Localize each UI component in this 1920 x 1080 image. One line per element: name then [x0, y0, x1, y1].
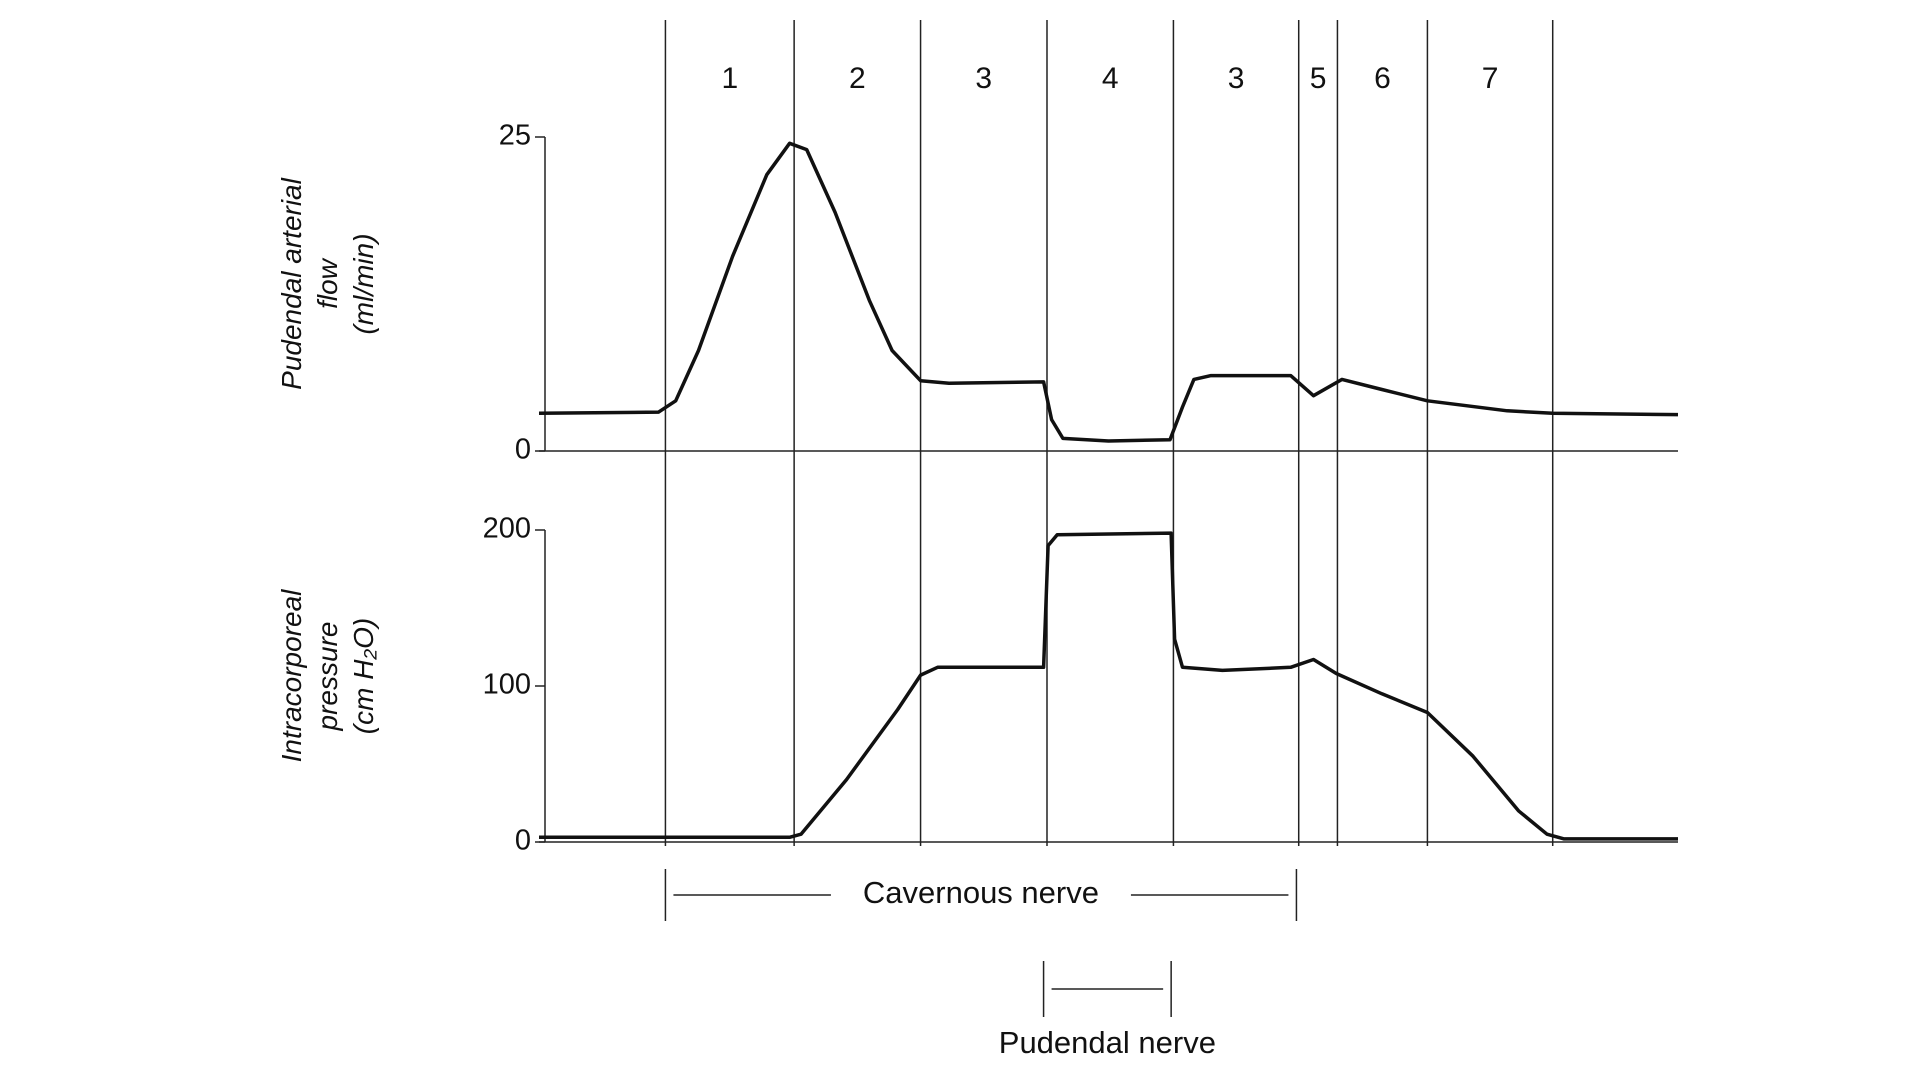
phase-label: 7	[1482, 62, 1499, 95]
phase-label: 3	[1228, 62, 1245, 95]
phase-label: 4	[1102, 62, 1119, 95]
phase-label: 6	[1374, 62, 1391, 95]
y-axis-label-line: flow	[312, 257, 343, 309]
y-axis-label-line: (cm H₂O)	[348, 618, 379, 734]
y-axis-label: Pudendal arterial flow (ml/min)	[276, 177, 379, 389]
y-axis-label-line: Pudendal arterial	[276, 177, 307, 389]
phase-label: 2	[849, 62, 866, 95]
phase-label: 3	[975, 62, 992, 95]
y-tick-label: 0	[515, 434, 531, 466]
label-background	[830, 873, 1131, 917]
y-axis-label-line: pressure	[312, 622, 343, 732]
y-tick-label: 25	[499, 120, 531, 152]
y-axis-label-line: Intracorporeal	[276, 589, 307, 763]
phase-label: 1	[721, 62, 738, 95]
data-line	[539, 531, 1678, 841]
stimulus-label: Pudendal nerve	[999, 1025, 1216, 1060]
phase-label: 5	[1310, 62, 1327, 95]
stimulus-label: Cavernous nerve	[863, 875, 1099, 910]
data-line	[538, 141, 1679, 443]
y-tick-label: 100	[483, 669, 531, 701]
y-tick-label: 0	[515, 825, 531, 857]
y-axis-label: Intracorporeal pressure (cm H₂O)	[276, 589, 379, 763]
y-tick-label: 200	[483, 513, 531, 545]
y-axis-label-line: (ml/min)	[348, 233, 379, 334]
